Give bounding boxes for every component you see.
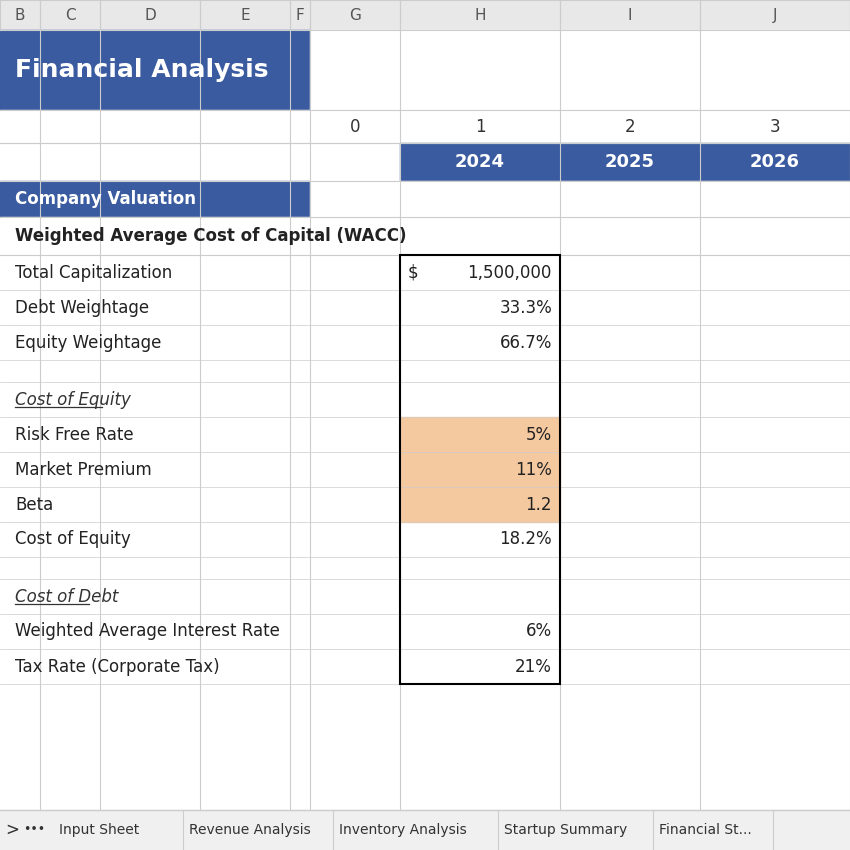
Text: Cost of Equity: Cost of Equity: [15, 530, 131, 548]
Text: B: B: [14, 8, 26, 22]
Bar: [0, 181, 310, 217]
Text: >: >: [5, 821, 19, 839]
Text: G: G: [349, 8, 361, 22]
Bar: [400, 143, 560, 181]
Text: Weighted Average Cost of Capital (WACC): Weighted Average Cost of Capital (WACC): [15, 227, 406, 245]
Text: Inventory Analysis: Inventory Analysis: [339, 823, 467, 837]
Text: Risk Free Rate: Risk Free Rate: [15, 426, 133, 444]
Bar: [0, 143, 400, 181]
Text: Revenue Analysis: Revenue Analysis: [189, 823, 311, 837]
Bar: [0, 614, 850, 649]
Text: 1.2: 1.2: [525, 496, 552, 513]
Bar: [700, 143, 850, 181]
Text: $: $: [408, 264, 418, 281]
Text: Debt Weightage: Debt Weightage: [15, 298, 149, 316]
Bar: [0, 382, 850, 417]
Text: Input Sheet: Input Sheet: [59, 823, 139, 837]
Text: 0: 0: [349, 117, 360, 135]
Bar: [0, 290, 850, 325]
Bar: [0, 217, 850, 255]
Bar: [0, 417, 850, 452]
Bar: [0, 649, 850, 684]
Bar: [0, 810, 850, 850]
Text: Total Capitalization: Total Capitalization: [15, 264, 173, 281]
Text: Cost of Equity: Cost of Equity: [15, 390, 131, 409]
Bar: [0, 557, 850, 579]
Text: Tax Rate (Corporate Tax): Tax Rate (Corporate Tax): [15, 658, 219, 676]
Text: Equity Weightage: Equity Weightage: [15, 333, 162, 352]
Text: Financial St...: Financial St...: [659, 823, 751, 837]
Bar: [0, 522, 850, 557]
Bar: [400, 417, 560, 452]
Text: Beta: Beta: [15, 496, 54, 513]
Text: 2024: 2024: [455, 153, 505, 171]
Text: 1,500,000: 1,500,000: [468, 264, 552, 281]
Text: 3: 3: [770, 117, 780, 135]
Text: 5%: 5%: [526, 426, 552, 444]
Text: F: F: [296, 8, 304, 22]
Text: Cost of Debt: Cost of Debt: [15, 587, 118, 605]
Bar: [0, 452, 850, 487]
Text: E: E: [241, 8, 250, 22]
Bar: [400, 452, 560, 487]
Text: 33.3%: 33.3%: [499, 298, 552, 316]
Text: Weighted Average Interest Rate: Weighted Average Interest Rate: [15, 622, 280, 641]
Bar: [0, 579, 850, 614]
Text: D: D: [144, 8, 156, 22]
Text: 2026: 2026: [750, 153, 800, 171]
Text: Financial Analysis: Financial Analysis: [15, 58, 269, 82]
Text: C: C: [65, 8, 76, 22]
Text: Market Premium: Market Premium: [15, 461, 152, 479]
Text: •••: •••: [23, 824, 45, 836]
Text: 2: 2: [625, 117, 635, 135]
Text: Company Valuation: Company Valuation: [15, 190, 196, 208]
Bar: [0, 0, 850, 30]
Text: I: I: [628, 8, 632, 22]
Text: H: H: [474, 8, 485, 22]
Text: 6%: 6%: [526, 622, 552, 641]
Bar: [0, 487, 850, 522]
Bar: [0, 110, 850, 143]
Bar: [0, 360, 850, 382]
Bar: [560, 143, 700, 181]
Text: J: J: [773, 8, 777, 22]
Bar: [400, 255, 560, 684]
Bar: [310, 30, 850, 110]
Text: 18.2%: 18.2%: [499, 530, 552, 548]
Bar: [0, 255, 850, 290]
Text: 66.7%: 66.7%: [500, 333, 552, 352]
Bar: [0, 30, 310, 110]
Bar: [400, 487, 560, 522]
Text: 2025: 2025: [605, 153, 655, 171]
Bar: [310, 181, 850, 217]
Text: Startup Summary: Startup Summary: [504, 823, 627, 837]
Text: 1: 1: [474, 117, 485, 135]
Bar: [0, 325, 850, 360]
Text: 11%: 11%: [515, 461, 552, 479]
Text: 21%: 21%: [515, 658, 552, 676]
